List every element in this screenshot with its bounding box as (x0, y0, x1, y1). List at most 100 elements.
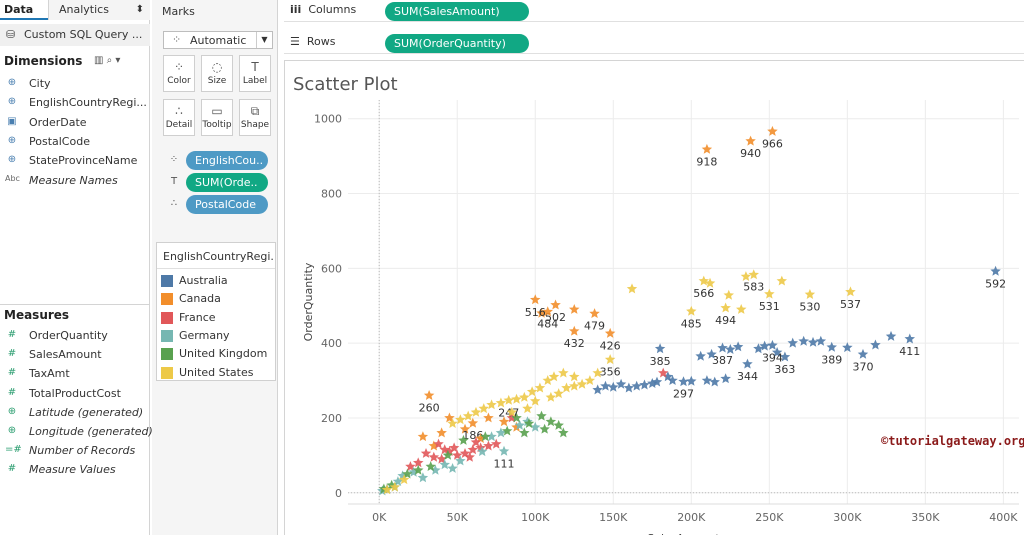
data-point-united-states[interactable] (592, 367, 603, 378)
data-point-united-kingdom[interactable] (480, 431, 491, 442)
data-point-germany[interactable] (439, 459, 451, 470)
data-point-australia[interactable] (904, 333, 916, 344)
data-point-germany[interactable] (514, 419, 525, 430)
columns-shelf[interactable]: iii Columns SUM(SalesAmount) (284, 0, 1024, 22)
data-point-australia[interactable] (678, 376, 689, 387)
data-point-united-kingdom[interactable] (511, 412, 522, 423)
data-point-united-states[interactable] (845, 286, 856, 297)
data-point-germany[interactable] (486, 431, 497, 442)
data-point-united-states[interactable] (503, 394, 515, 405)
data-point-united-states[interactable] (561, 382, 572, 393)
data-point-united-states[interactable] (495, 397, 507, 408)
data-point-canada[interactable] (530, 294, 541, 305)
data-point-australia[interactable] (592, 384, 603, 395)
data-point-france[interactable] (433, 438, 444, 449)
data-point-france[interactable] (470, 436, 482, 447)
data-point-united-states[interactable] (462, 410, 474, 421)
data-point-united-states[interactable] (511, 393, 522, 404)
data-point-australia[interactable] (885, 330, 897, 341)
data-point-united-states[interactable] (470, 406, 482, 417)
data-point-australia[interactable] (807, 336, 819, 347)
data-point-australia[interactable] (639, 379, 650, 390)
data-point-canada[interactable] (569, 304, 580, 314)
data-point-france[interactable] (428, 451, 440, 462)
data-point-australia[interactable] (654, 343, 666, 354)
data-point-united-kingdom[interactable] (442, 449, 454, 460)
data-point-united-states[interactable] (686, 305, 697, 316)
data-point-australia[interactable] (725, 344, 736, 354)
data-point-france[interactable] (658, 367, 669, 378)
dimension-field[interactable]: ⊕ StateProvinceName (0, 152, 150, 170)
mark-type-dropdown[interactable]: ⁘ Automatic ▼ (163, 31, 273, 49)
dimension-field[interactable]: ⊕ City (0, 75, 150, 93)
dimension-field[interactable]: ▣ OrderDate (0, 114, 150, 132)
data-point-france[interactable] (483, 440, 494, 451)
data-point-australia[interactable] (732, 341, 744, 352)
data-point-australia[interactable] (695, 350, 706, 361)
data-point-germany[interactable] (477, 446, 488, 457)
data-point-united-states[interactable] (626, 283, 638, 294)
data-point-germany[interactable] (455, 455, 466, 466)
data-point-united-states[interactable] (720, 302, 731, 313)
data-point-united-kingdom[interactable] (519, 427, 530, 438)
data-point-canada[interactable] (542, 306, 554, 317)
data-point-canada[interactable] (550, 299, 561, 310)
data-point-france[interactable] (464, 451, 475, 462)
data-point-germany[interactable] (530, 421, 541, 432)
data-point-canada[interactable] (767, 125, 778, 136)
data-point-australia[interactable] (662, 371, 674, 382)
data-point-united-states[interactable] (776, 275, 787, 286)
measure-field[interactable]: # TotalProductCost (0, 385, 150, 403)
mark-button-label[interactable]: T Label (239, 55, 271, 92)
data-point-australia[interactable] (815, 335, 827, 346)
data-point-canada[interactable] (417, 431, 429, 442)
data-point-united-states[interactable] (558, 367, 569, 378)
pill-encoding-icon[interactable]: ⁘ (169, 154, 179, 165)
data-point-canada[interactable] (569, 325, 580, 336)
data-point-united-states[interactable] (506, 406, 518, 417)
data-point-australia[interactable] (701, 375, 713, 385)
data-point-canada[interactable] (436, 427, 447, 438)
data-source[interactable]: ⛁ Custom SQL Query ... (0, 24, 150, 46)
data-point-united-states[interactable] (704, 277, 716, 288)
data-point-australia[interactable] (651, 376, 663, 387)
data-point-united-states[interactable] (748, 269, 760, 280)
data-point-canada[interactable] (428, 440, 440, 451)
data-point-australia[interactable] (667, 375, 678, 385)
data-point-canada[interactable] (511, 421, 522, 432)
data-point-united-states[interactable] (584, 375, 596, 385)
dimensions-tools-icon[interactable]: ▥ ⌕ ▾ (94, 55, 121, 66)
mark-button-color[interactable]: ⁘ Color (163, 55, 195, 92)
data-point-australia[interactable] (779, 351, 791, 362)
tab-analytics[interactable]: Analytics ⬍ (48, 0, 150, 20)
data-point-united-states[interactable] (723, 289, 735, 300)
data-point-canada[interactable] (467, 417, 479, 428)
data-point-united-states[interactable] (519, 391, 530, 402)
data-point-australia[interactable] (787, 337, 799, 348)
dimension-field[interactable]: ⊕ PostalCode (0, 133, 150, 151)
data-point-united-kingdom[interactable] (523, 418, 535, 428)
data-point-australia[interactable] (767, 339, 778, 350)
data-point-canada[interactable] (483, 412, 494, 423)
data-point-united-states[interactable] (804, 289, 816, 299)
measure-field[interactable]: ⊕ Longitude (generated) (0, 423, 153, 441)
data-point-france[interactable] (491, 438, 502, 449)
data-point-united-states[interactable] (381, 484, 393, 495)
data-point-united-kingdom[interactable] (558, 427, 569, 438)
data-point-australia[interactable] (631, 380, 642, 391)
measure-field[interactable]: =# Number of Records (0, 442, 150, 460)
data-point-australia[interactable] (753, 343, 764, 354)
data-point-australia[interactable] (742, 358, 753, 369)
measure-field[interactable]: # OrderQuantity (0, 327, 150, 345)
chart-title[interactable]: Scatter Plot (293, 74, 398, 95)
dimension-field[interactable]: ⊕ EnglishCountryRegi... (0, 94, 150, 112)
data-point-united-kingdom[interactable] (458, 434, 469, 445)
dimension-field[interactable]: Abc Measure Names (0, 172, 150, 190)
data-point-australia[interactable] (706, 348, 717, 359)
mark-pill[interactable]: EnglishCou.. (186, 151, 268, 170)
data-point-united-states[interactable] (740, 271, 752, 281)
data-point-canada[interactable] (604, 327, 616, 338)
data-point-canada[interactable] (536, 307, 547, 318)
data-point-australia[interactable] (771, 347, 783, 357)
data-point-australia[interactable] (870, 339, 881, 350)
